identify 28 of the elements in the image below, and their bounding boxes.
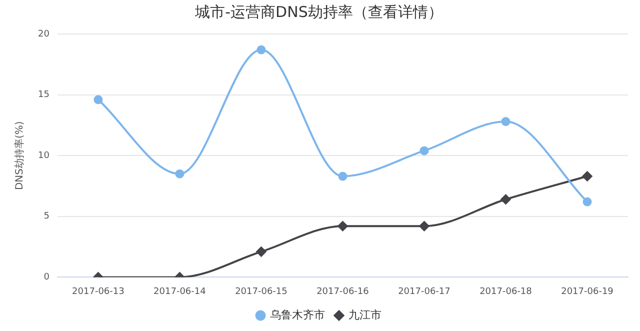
y-tick-label: 10 (38, 150, 50, 161)
point (582, 197, 592, 206)
chart-title: 城市-运营商DNS劫持率（查看详情） (194, 2, 443, 21)
point (256, 45, 266, 54)
y-tick-label: 15 (38, 90, 50, 100)
point (582, 171, 592, 182)
legend-label: 乌鲁木齐市 (270, 308, 325, 322)
point (94, 95, 103, 104)
x-tick-label: 2017-06-15 (235, 286, 288, 297)
point (175, 169, 184, 178)
point (256, 246, 266, 257)
x-tick-label: 2017-06-13 (72, 286, 124, 297)
point (500, 194, 511, 204)
y-tick-label: 20 (38, 29, 50, 40)
y-axis-title: DNS劫持率(%) (14, 121, 26, 190)
point (338, 221, 348, 232)
x-tick-label: 2017-06-17 (398, 286, 450, 297)
point (419, 221, 430, 232)
x-tick-label: 2017-06-16 (316, 286, 370, 297)
x-tick-label: 2017-06-19 (561, 286, 614, 297)
x-tick-label: 2017-06-18 (480, 286, 532, 297)
y-tick-label: 5 (44, 212, 50, 222)
legend-label: 九江市 (348, 308, 382, 322)
point (338, 172, 348, 181)
x-tick-label: 2017-06-14 (154, 286, 206, 297)
y-tick-label: 0 (44, 272, 50, 283)
point (420, 146, 429, 156)
point (501, 117, 510, 126)
